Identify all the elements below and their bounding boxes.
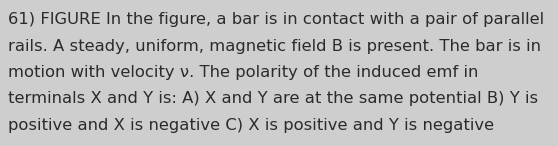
Text: rails. A steady, uniform, magnetic field B is present. The bar is in: rails. A steady, uniform, magnetic field… — [8, 39, 541, 53]
Text: 61) FIGURE In the figure, a bar is in contact with a pair of parallel: 61) FIGURE In the figure, a bar is in co… — [8, 12, 544, 27]
Text: motion with velocity ν. The polarity of the induced emf in: motion with velocity ν. The polarity of … — [8, 65, 478, 80]
Text: terminals X and Y is: A) X and Y are at the same potential B) Y is: terminals X and Y is: A) X and Y are at … — [8, 92, 538, 106]
Text: positive and X is negative C) X is positive and Y is negative: positive and X is negative C) X is posit… — [8, 118, 494, 133]
